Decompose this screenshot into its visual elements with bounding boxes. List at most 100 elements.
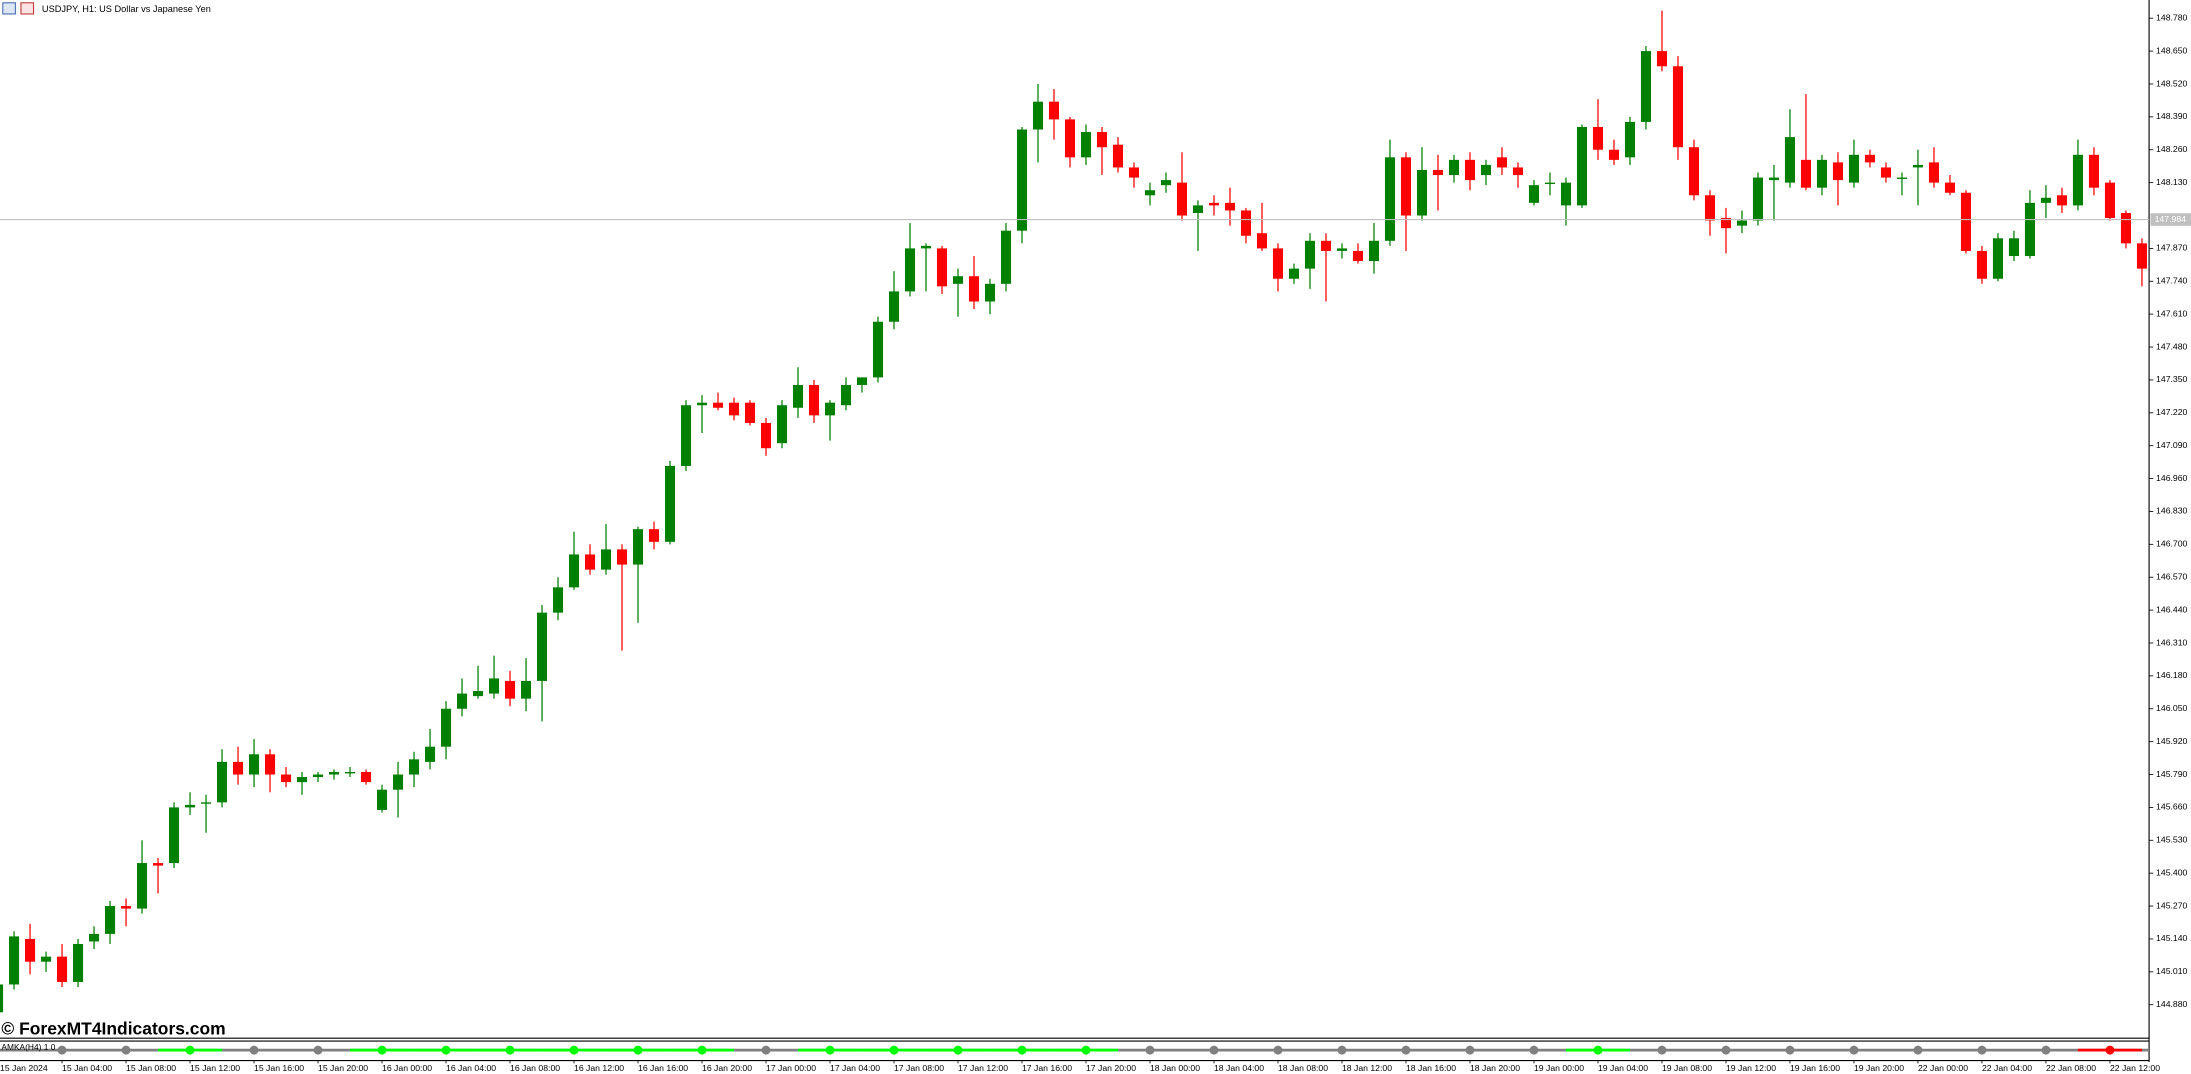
candle-body [424,746,436,762]
candle-body [25,938,36,962]
y-tick-label: 148.650 [2156,45,2187,55]
plot-area [0,10,2147,1013]
candle-body [1128,167,1140,178]
candle-body [1864,154,1875,163]
candle-body [1528,185,1540,203]
x-tick-label: 18 Jan 00:00 [1150,1063,1200,1073]
y-tick-label: 147.870 [2156,243,2187,253]
candle-body [1080,132,1092,158]
candle-body [392,774,404,790]
x-tick-label: 16 Jan 12:00 [574,1063,624,1073]
x-tick-label: 18 Jan 16:00 [1406,1063,1456,1073]
candle-body [408,759,420,775]
candle-body [1416,169,1428,216]
candle-body [760,422,772,449]
candle-body [2120,212,2131,244]
candle-body [1976,250,1987,279]
candle-body [9,936,20,985]
candle-body [1368,240,1380,262]
x-tick-label: 17 Jan 16:00 [1022,1063,1072,1073]
candle-body [137,863,148,909]
y-tick-label: 145.010 [2156,966,2187,976]
indicator-dot [1849,1045,1859,1055]
candle-body [281,774,292,783]
candle-body [680,405,692,466]
candle-body [1752,177,1764,221]
candle-body [664,465,676,542]
indicator-dot [825,1045,835,1055]
candle-body [1384,157,1396,241]
y-tick-label: 146.830 [2156,506,2187,516]
y-tick-label: 145.270 [2156,900,2187,910]
indicator-dot [505,1045,515,1055]
candle-body [2008,238,2019,256]
y-tick-label: 147.220 [2156,407,2187,417]
candle-body [1112,144,1124,168]
current-price-box [2150,213,2191,226]
y-tick-label: 144.880 [2156,999,2187,1009]
x-tick-label: 17 Jan 08:00 [894,1063,944,1073]
indicator-dot [185,1045,195,1055]
candle-body [57,956,68,982]
y-tick-label: 148.130 [2156,177,2187,187]
indicator-dot [1017,1045,1027,1055]
candle-body [1336,248,1348,251]
candle-body [856,377,868,385]
candle-body [1816,159,1827,188]
candle-body [1160,180,1172,186]
x-tick-label: 16 Jan 00:00 [382,1063,432,1073]
candle-body [840,384,852,406]
candle-body [1688,147,1700,196]
x-tick-label: 17 Jan 04:00 [830,1063,880,1073]
x-tick-label: 15 Jan 20:00 [318,1063,368,1073]
y-tick-label: 147.740 [2156,276,2187,286]
candle-body [584,554,596,570]
candle-body [1656,51,1668,67]
candle-body [696,402,708,406]
candle-body [1448,159,1460,176]
candle-body [1048,101,1060,120]
candle-body [984,283,996,302]
candle-body [1464,159,1476,181]
indicator-dot [377,1045,387,1055]
indicator-dot [313,1045,323,1055]
watermark: © ForexMT4Indicators.com [1,1018,225,1038]
y-tick-label: 148.390 [2156,111,2187,121]
candle-body [888,291,900,322]
candle-body [440,708,452,747]
candle-body [1144,190,1156,196]
indicator-dot [57,1045,67,1055]
indicator-dot [633,1045,643,1055]
y-tick-label: 148.520 [2156,78,2187,88]
candle-body [1704,195,1716,221]
candle-body [1720,218,1732,229]
y-tick-label: 146.310 [2156,637,2187,647]
indicator-dot [249,1045,259,1055]
y-tick-label: 146.180 [2156,670,2187,680]
x-tick-label: 18 Jan 20:00 [1470,1063,1520,1073]
x-tick-label: 16 Jan 04:00 [446,1063,496,1073]
indicator-dot [441,1045,451,1055]
y-tick-label: 146.440 [2156,604,2187,614]
candle-body [1608,149,1620,160]
x-tick-label: 18 Jan 08:00 [1278,1063,1328,1073]
candle-body [2104,182,2115,219]
candle-body [1432,169,1444,176]
candle-body [1928,162,1939,183]
y-tick-label: 145.790 [2156,769,2187,779]
y-tick-label: 148.260 [2156,144,2187,154]
x-tick-label: 19 Jan 04:00 [1598,1063,1648,1073]
y-tick-label: 146.050 [2156,703,2187,713]
candle-body [712,402,724,408]
candle-body [600,549,612,570]
x-tick-label: 17 Jan 12:00 [958,1063,1008,1073]
candle-body [1944,182,1955,193]
indicator-dot [1209,1045,1219,1055]
indicator-dot [1337,1045,1347,1055]
indicator-dot [1273,1045,1283,1055]
indicator-dot [1977,1045,1987,1055]
candle-body [872,321,884,378]
x-tick-label: 17 Jan 20:00 [1086,1063,1136,1073]
x-tick-label: 18 Jan 04:00 [1214,1063,1264,1073]
candle-body [1192,205,1204,213]
